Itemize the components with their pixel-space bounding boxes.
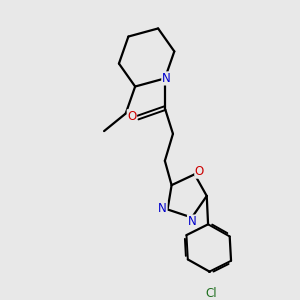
Text: N: N [188,215,196,228]
Text: Cl: Cl [205,287,217,300]
Text: N: N [158,202,167,214]
Text: O: O [195,165,204,178]
Text: N: N [162,72,171,85]
Text: O: O [127,110,136,123]
